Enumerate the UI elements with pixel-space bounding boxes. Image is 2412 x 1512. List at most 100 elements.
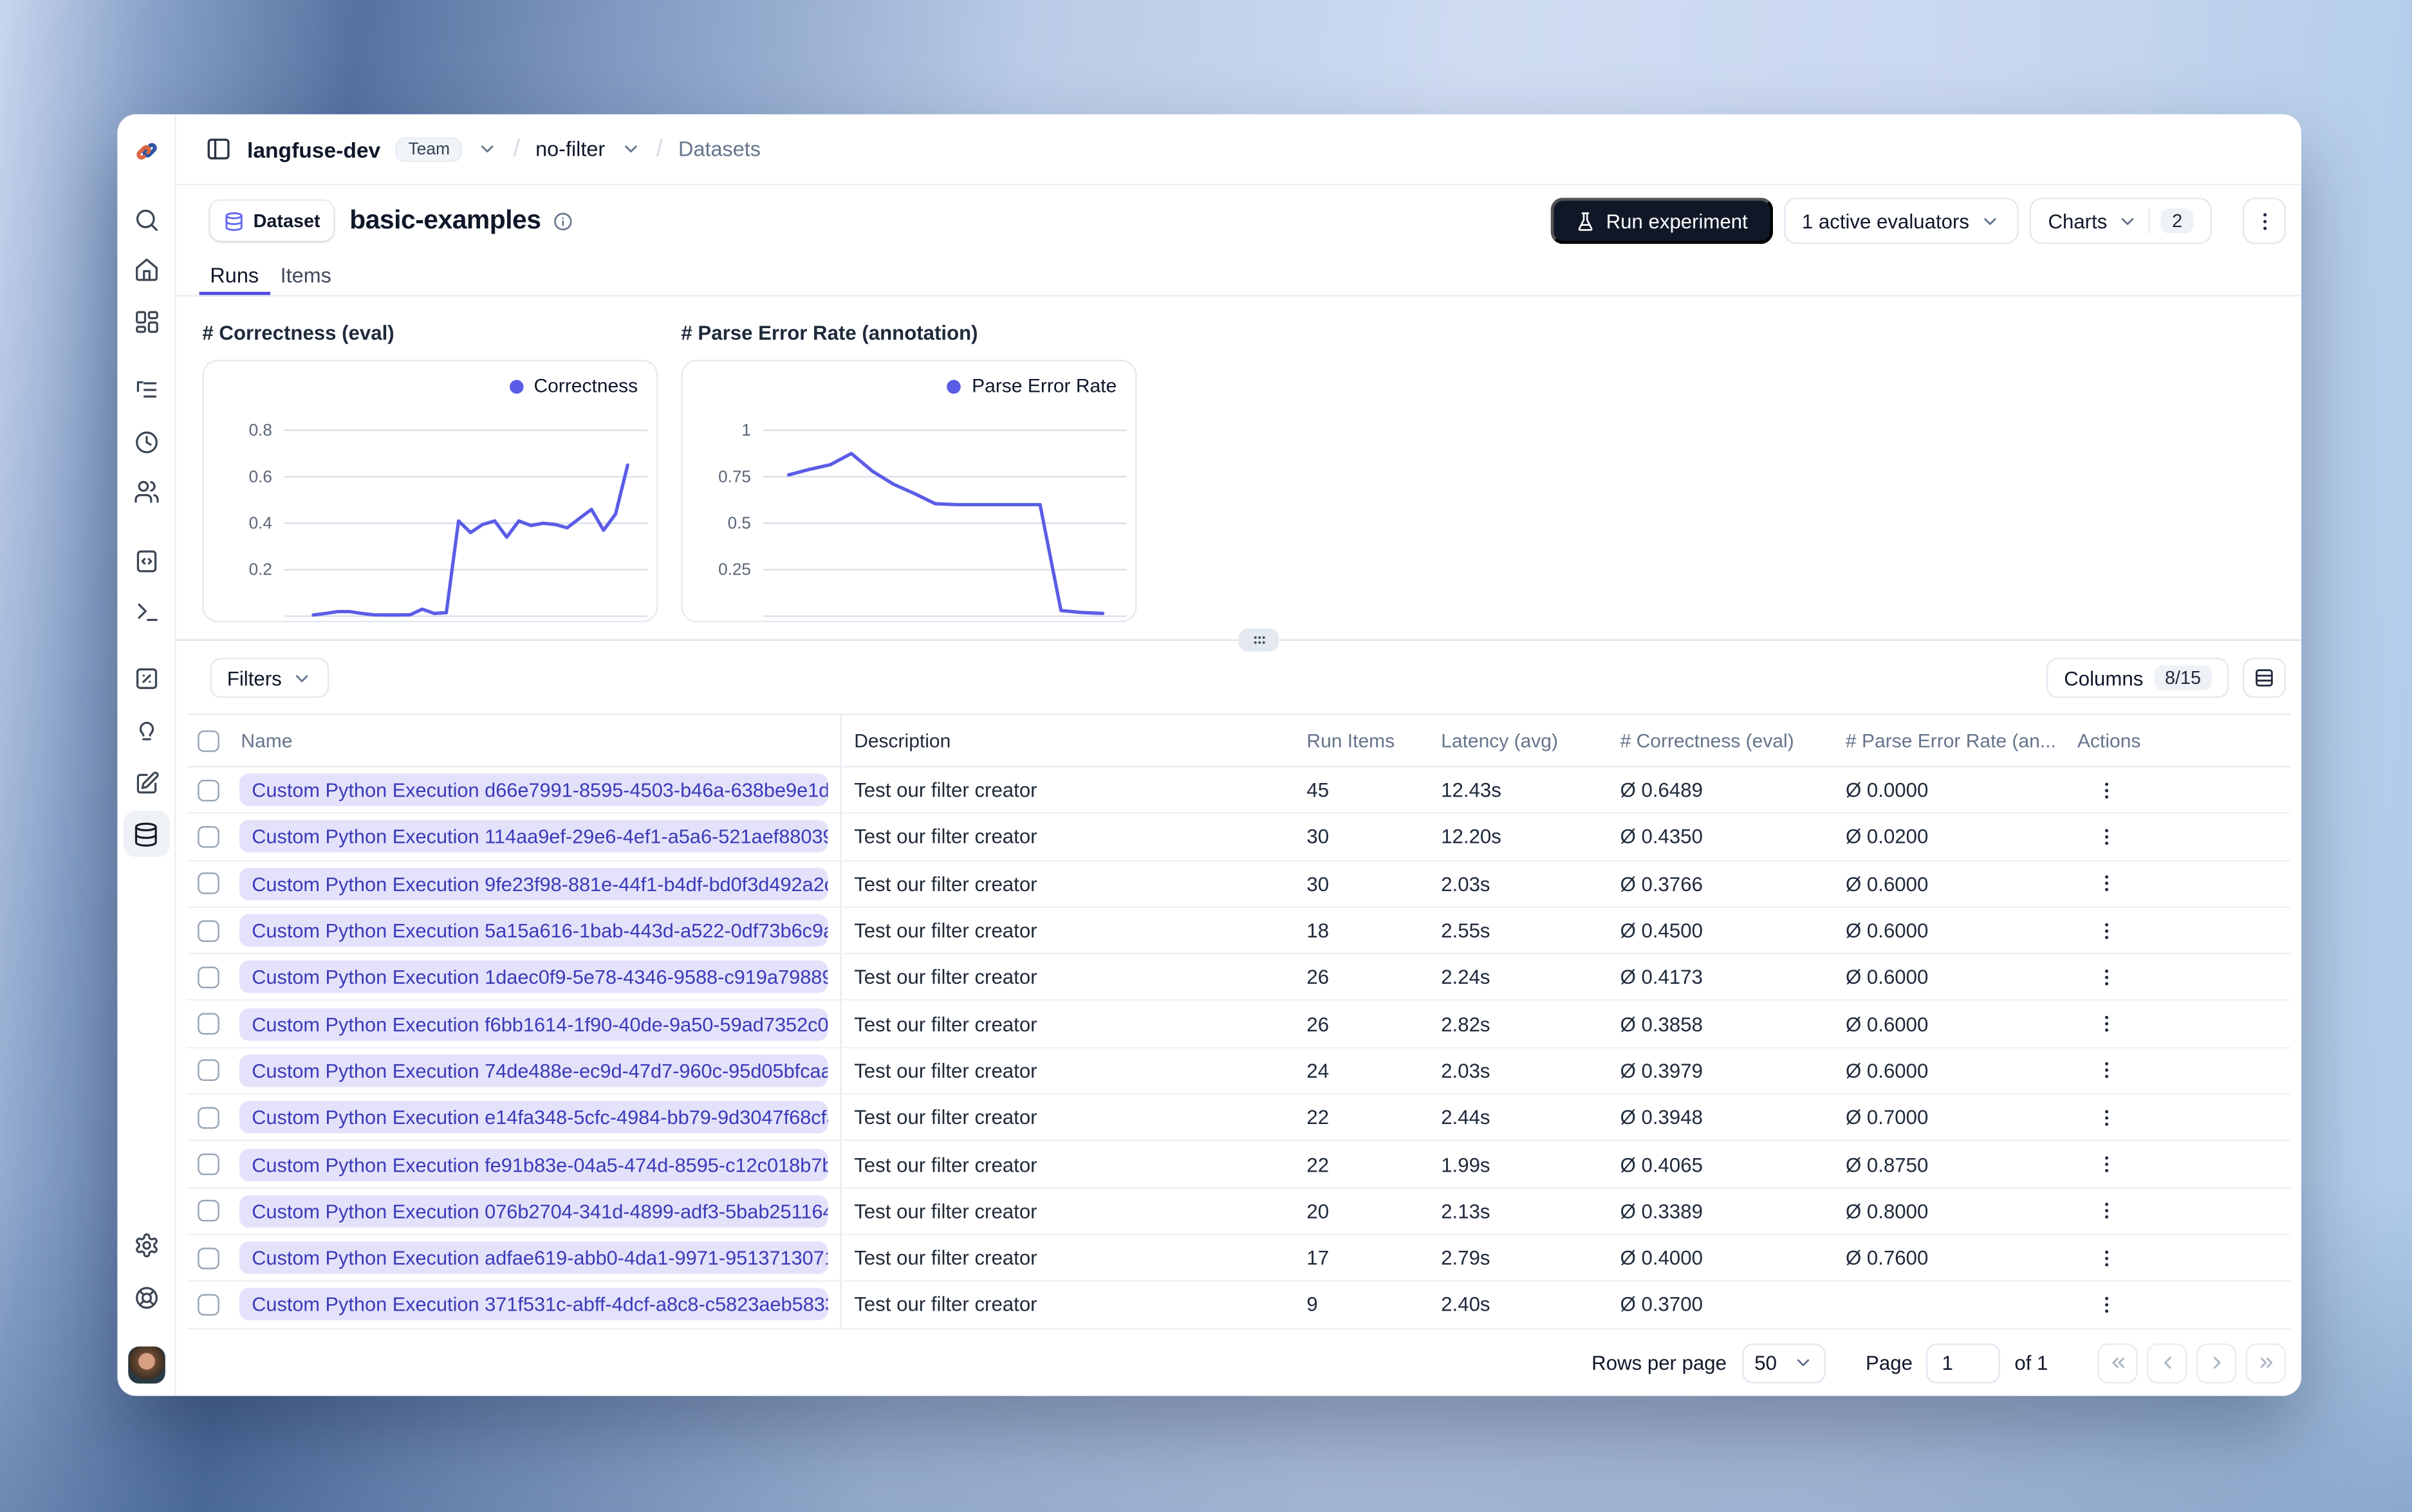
table-row[interactable]: Custom Python Execution 114aa9ef-29e6-4e… xyxy=(187,814,2291,862)
chevron-down-icon[interactable] xyxy=(478,139,497,159)
run-name-link[interactable]: Custom Python Execution 076b2704-341d-48… xyxy=(239,1195,828,1228)
evaluators-icon[interactable] xyxy=(133,719,159,746)
next-page-button[interactable] xyxy=(2196,1342,2237,1383)
breadcrumb-project[interactable]: no-filter xyxy=(535,137,606,161)
kebab-icon[interactable] xyxy=(2096,1060,2118,1082)
table-row[interactable]: Custom Python Execution fe91b83e-04a5-47… xyxy=(187,1141,2291,1189)
table-row[interactable]: Custom Python Execution f6bb1614-1f90-40… xyxy=(187,1001,2291,1049)
kebab-icon[interactable] xyxy=(2096,1201,2118,1222)
run-name-link[interactable]: Custom Python Execution adfae619-abb0-4d… xyxy=(239,1241,828,1275)
row-checkbox[interactable] xyxy=(198,1200,219,1222)
column-header-parse-error[interactable]: # Parse Error Rate (an... xyxy=(1846,730,2056,751)
annotation-icon[interactable] xyxy=(133,771,159,797)
resize-handle[interactable] xyxy=(1238,628,1279,652)
column-header-run-items[interactable]: Run Items xyxy=(1306,730,1395,751)
run-description-cell: Test our filter creator xyxy=(854,1199,1037,1223)
users-icon[interactable] xyxy=(133,479,159,505)
run-experiment-button[interactable]: Run experiment xyxy=(1550,198,1773,244)
support-icon[interactable] xyxy=(133,1285,159,1311)
more-actions-button[interactable] xyxy=(2242,198,2287,244)
row-select-cell xyxy=(187,1142,230,1187)
breadcrumb-section[interactable]: Datasets xyxy=(678,137,761,161)
user-avatar[interactable] xyxy=(127,1346,165,1384)
table-row[interactable]: Custom Python Execution e14fa348-5cfc-49… xyxy=(187,1094,2291,1142)
row-checkbox[interactable] xyxy=(198,1060,219,1082)
prompts-icon[interactable] xyxy=(133,548,159,575)
column-header-description[interactable]: Description xyxy=(854,730,951,751)
kebab-icon[interactable] xyxy=(2096,1013,2118,1035)
tab-runs[interactable]: Runs xyxy=(199,259,270,297)
run-name-link[interactable]: Custom Python Execution 5a15a616-1bab-44… xyxy=(239,914,828,947)
run-name-link[interactable]: Custom Python Execution 371f531c-abff-4d… xyxy=(239,1288,828,1321)
row-checkbox[interactable] xyxy=(198,872,219,895)
column-header-name[interactable]: Name xyxy=(230,715,842,766)
run-name-link[interactable]: Custom Python Execution f6bb1614-1f90-40… xyxy=(239,1008,828,1040)
column-header-latency[interactable]: Latency (avg) xyxy=(1441,730,1558,751)
columns-button[interactable]: Columns 8/15 xyxy=(2046,658,2229,698)
panel-toggle-icon[interactable] xyxy=(205,136,232,162)
settings-icon[interactable] xyxy=(133,1232,159,1258)
run-name-link[interactable]: Custom Python Execution fe91b83e-04a5-47… xyxy=(239,1148,828,1181)
table-row[interactable]: Custom Python Execution 9fe23f98-881e-44… xyxy=(187,861,2291,908)
datasets-icon[interactable] xyxy=(122,811,169,857)
dashboards-icon[interactable] xyxy=(133,309,159,335)
filters-button[interactable]: Filters xyxy=(210,658,330,698)
run-parse-error-cell: Ø 0.0200 xyxy=(1846,825,1929,849)
row-checkbox[interactable] xyxy=(198,1013,219,1035)
run-name-link[interactable]: Custom Python Execution d66e7991-8595-45… xyxy=(239,773,828,807)
run-name-link[interactable]: Custom Python Execution 114aa9ef-29e6-4e… xyxy=(239,820,828,853)
info-icon[interactable] xyxy=(553,211,573,231)
row-checkbox[interactable] xyxy=(198,966,219,988)
row-checkbox[interactable] xyxy=(198,1247,219,1269)
first-page-button[interactable] xyxy=(2097,1342,2138,1383)
playground-icon[interactable] xyxy=(133,599,159,625)
scores-icon[interactable] xyxy=(133,665,159,692)
row-checkbox[interactable] xyxy=(198,825,219,848)
row-checkbox[interactable] xyxy=(198,779,219,801)
table-row[interactable]: Custom Python Execution d66e7991-8595-45… xyxy=(187,767,2291,815)
table-row[interactable]: Custom Python Execution 5a15a616-1bab-44… xyxy=(187,907,2291,955)
sessions-icon[interactable] xyxy=(133,429,159,456)
kebab-icon[interactable] xyxy=(2096,1154,2118,1175)
table-row[interactable]: Custom Python Execution adfae619-abb0-4d… xyxy=(187,1235,2291,1282)
chevron-down-icon[interactable] xyxy=(620,139,640,159)
last-page-button[interactable] xyxy=(2245,1342,2287,1383)
active-evaluators-button[interactable]: 1 active evaluators xyxy=(1783,198,2019,244)
row-height-button[interactable] xyxy=(2242,658,2287,698)
kebab-icon[interactable] xyxy=(2096,779,2118,801)
table-row[interactable]: Custom Python Execution 74de488e-ec9d-47… xyxy=(187,1048,2291,1095)
kebab-icon[interactable] xyxy=(2096,1294,2118,1316)
tab-items[interactable]: Items xyxy=(280,264,331,288)
row-checkbox[interactable] xyxy=(198,1293,219,1316)
column-header-correctness[interactable]: # Correctness (eval) xyxy=(1620,730,1794,751)
rows-per-page-select[interactable]: 50 xyxy=(1742,1342,1826,1383)
kebab-icon[interactable] xyxy=(2096,919,2118,941)
search-icon[interactable] xyxy=(133,207,159,234)
select-all-checkbox[interactable] xyxy=(198,730,219,751)
run-name-link[interactable]: Custom Python Execution 1daec0f9-5e78-43… xyxy=(239,961,828,993)
kebab-icon[interactable] xyxy=(2096,966,2118,988)
charts-toggle-button[interactable]: Charts 2 xyxy=(2029,198,2212,244)
run-name-link[interactable]: Custom Python Execution e14fa348-5cfc-49… xyxy=(239,1101,828,1134)
run-name-link[interactable]: Custom Python Execution 9fe23f98-881e-44… xyxy=(239,867,828,900)
row-select-cell xyxy=(187,1048,230,1093)
row-checkbox[interactable] xyxy=(198,919,219,941)
table-row[interactable]: Custom Python Execution 371f531c-abff-4d… xyxy=(187,1282,2291,1329)
breadcrumb-org[interactable]: langfuse-dev xyxy=(247,136,381,161)
traces-icon[interactable] xyxy=(133,377,159,403)
column-header-actions: Actions xyxy=(2077,730,2141,751)
table-row[interactable]: Custom Python Execution 1daec0f9-5e78-43… xyxy=(187,954,2291,1002)
kebab-icon[interactable] xyxy=(2096,826,2118,848)
home-icon[interactable] xyxy=(133,256,159,282)
page-input[interactable]: 1 xyxy=(1926,1342,2001,1383)
row-checkbox[interactable] xyxy=(198,1107,219,1129)
run-name-link[interactable]: Custom Python Execution 74de488e-ec9d-47… xyxy=(239,1055,828,1087)
row-checkbox[interactable] xyxy=(198,1153,219,1175)
kebab-icon[interactable] xyxy=(2096,1247,2118,1269)
kebab-icon[interactable] xyxy=(2096,1107,2118,1129)
run-correctness-cell: Ø 0.4173 xyxy=(1620,965,1703,989)
run-parse-error-cell: Ø 0.6000 xyxy=(1846,872,1929,896)
kebab-icon[interactable] xyxy=(2096,873,2118,895)
previous-page-button[interactable] xyxy=(2147,1342,2187,1383)
table-row[interactable]: Custom Python Execution 076b2704-341d-48… xyxy=(187,1188,2291,1235)
